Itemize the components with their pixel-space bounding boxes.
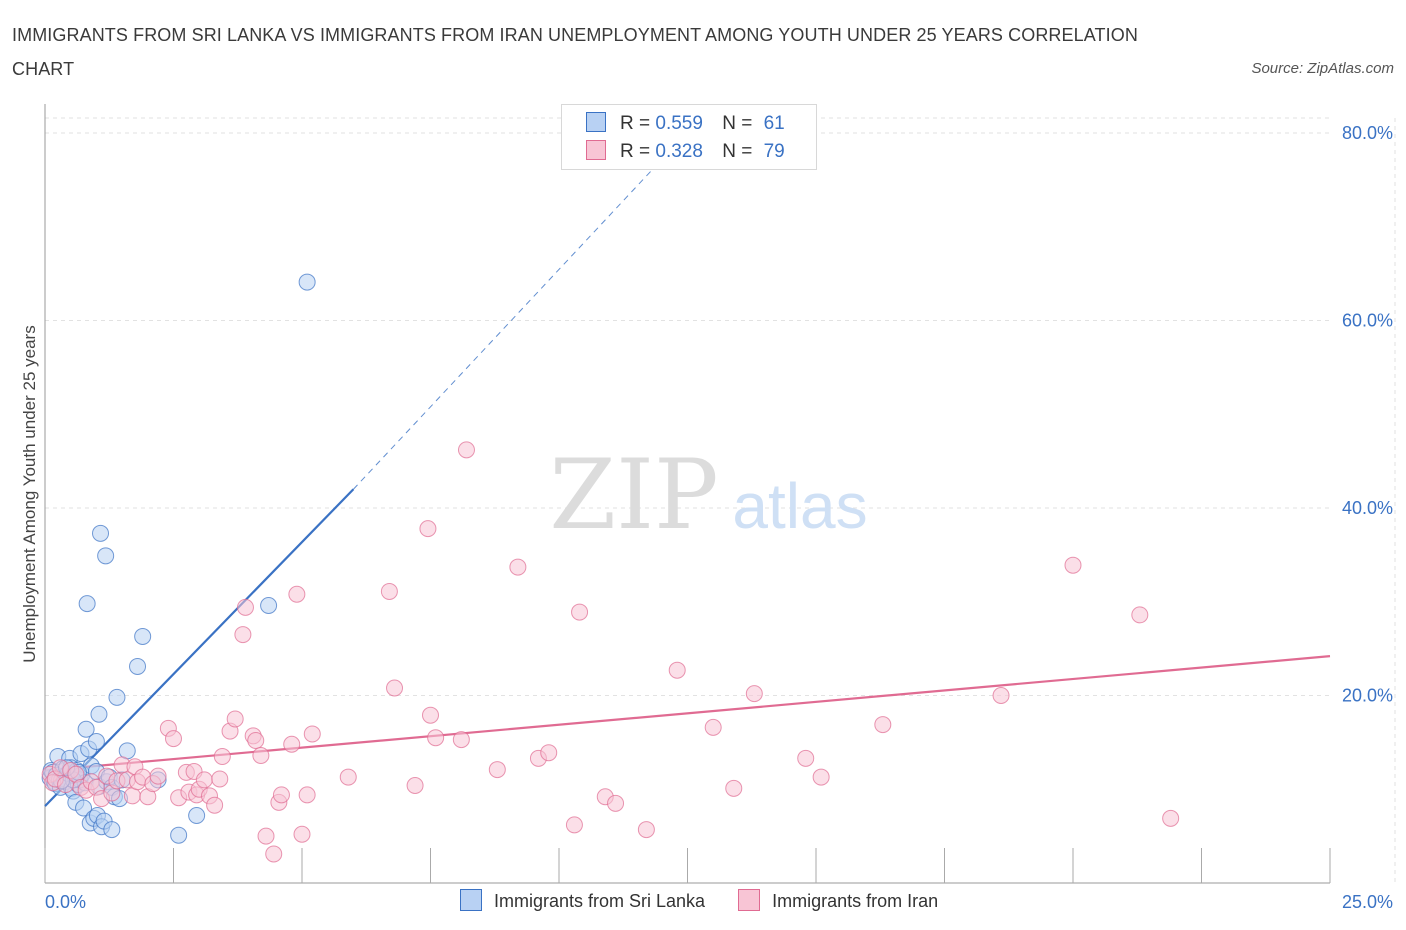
watermark: ZIP atlas	[549, 439, 867, 551]
data-point-iran	[812, 768, 830, 786]
data-point-iran	[704, 718, 722, 736]
data-point-iran	[211, 770, 229, 788]
data-point-iran	[488, 761, 506, 779]
data-point-iran	[298, 786, 316, 804]
data-point-iran	[1064, 556, 1082, 574]
legend-label-sri-lanka: Immigrants from Sri Lanka	[494, 891, 706, 911]
data-point-iran	[380, 582, 398, 600]
y-tick-label: 80.0%	[1342, 123, 1393, 143]
data-point-iran	[457, 441, 475, 459]
data-point-iran	[234, 626, 252, 644]
data-point-iran	[265, 845, 283, 863]
legend-swatch-sri-lanka	[586, 112, 606, 132]
data-point-iran	[725, 779, 743, 797]
legend-swatch-sri-lanka	[460, 889, 482, 911]
data-points	[41, 273, 1180, 863]
data-point-iran	[293, 825, 311, 843]
correlation-legend: R = 0.559 N = 61 R = 0.328 N = 79	[561, 104, 817, 170]
data-point-iran	[406, 777, 424, 794]
data-point-sri-lanka	[260, 597, 278, 614]
watermark-atlas: atlas	[732, 470, 867, 542]
data-point-sri-lanka	[78, 595, 96, 613]
data-point-sri-lanka	[108, 688, 126, 706]
data-point-iran	[236, 598, 254, 616]
data-point-iran	[149, 767, 167, 785]
data-point-iran	[303, 725, 321, 743]
tick-labels: 20.0% 40.0% 60.0% 80.0% 0.0% 25.0%	[45, 123, 1393, 912]
data-point-iran	[565, 816, 583, 834]
y-tick-label: 40.0%	[1342, 498, 1393, 518]
y-tick-label: 60.0%	[1342, 311, 1393, 331]
data-point-sri-lanka	[134, 627, 152, 645]
y-tick-label: 20.0%	[1342, 686, 1393, 706]
x-tick-label-max: 25.0%	[1342, 892, 1393, 912]
trend-extension-sri-lanka	[353, 170, 652, 490]
legend-item-iran[interactable]: Immigrants from Iran	[738, 889, 938, 912]
data-point-sri-lanka	[129, 657, 147, 675]
data-point-iran	[427, 729, 445, 747]
legend-r-value-iran: 0.328	[655, 141, 703, 162]
legend-r-label: R =	[620, 141, 651, 162]
data-point-iran	[1131, 606, 1149, 624]
data-point-iran	[668, 661, 686, 679]
legend-n-value-sri-lanka: 61	[763, 113, 785, 134]
legend-n-value-iran: 79	[763, 141, 785, 162]
data-point-iran	[257, 827, 275, 845]
legend-row-sri-lanka: R = 0.559 N = 61	[586, 110, 785, 138]
data-point-iran	[607, 794, 625, 812]
data-point-iran	[195, 771, 213, 789]
data-point-iran	[206, 796, 224, 814]
data-point-iran	[637, 821, 655, 839]
data-point-sri-lanka	[75, 799, 93, 817]
watermark-zip: ZIP	[549, 439, 718, 551]
data-point-iran	[419, 520, 437, 538]
legend-item-sri-lanka[interactable]: Immigrants from Sri Lanka	[460, 889, 705, 912]
data-point-sri-lanka	[87, 732, 105, 750]
data-point-iran	[452, 731, 470, 749]
data-point-iran	[1162, 809, 1180, 827]
source-label: Source: ZipAtlas.com	[1251, 60, 1394, 77]
legend-row-iran: R = 0.328 N = 79	[586, 138, 785, 166]
legend-n-label: N =	[722, 113, 753, 134]
data-point-sri-lanka	[170, 826, 188, 844]
data-point-iran	[540, 744, 558, 762]
data-point-iran	[283, 735, 301, 753]
data-point-iran	[386, 679, 404, 697]
data-point-iran	[272, 786, 290, 804]
data-point-sri-lanka	[298, 273, 316, 291]
data-point-sri-lanka	[97, 547, 115, 565]
data-point-iran	[213, 747, 231, 765]
data-point-iran	[571, 603, 589, 621]
axes	[44, 104, 1331, 884]
legend-r-label: R =	[620, 113, 651, 134]
data-point-iran	[252, 747, 270, 764]
data-point-iran	[165, 730, 182, 748]
legend-label-iran: Immigrants from Iran	[772, 891, 939, 911]
data-point-iran	[226, 710, 244, 728]
data-point-iran	[509, 558, 527, 576]
data-point-sri-lanka	[77, 720, 95, 738]
data-point-iran	[797, 749, 815, 767]
data-point-iran	[339, 768, 357, 786]
trend-line-sri-lanka	[44, 488, 355, 807]
data-point-sri-lanka	[103, 821, 121, 839]
legend-swatch-iran	[586, 140, 606, 160]
grid-lines	[45, 117, 1396, 883]
series-legend: Immigrants from Sri Lanka Immigrants fro…	[460, 889, 966, 912]
data-point-iran	[422, 706, 439, 724]
data-point-sri-lanka	[90, 705, 108, 723]
data-point-sri-lanka	[92, 524, 110, 542]
data-point-iran	[247, 732, 265, 749]
x-tick-label-min: 0.0%	[45, 892, 86, 912]
legend-n-label: N =	[722, 141, 753, 162]
data-point-sri-lanka	[188, 807, 206, 824]
data-point-iran	[745, 685, 763, 703]
data-point-iran	[992, 687, 1010, 704]
legend-r-value-sri-lanka: 0.559	[655, 113, 703, 134]
legend-swatch-iran	[738, 889, 761, 911]
data-point-iran	[874, 716, 892, 734]
chart-title: IMMIGRANTS FROM SRI LANKA VS IMMIGRANTS …	[12, 25, 1138, 79]
data-point-iran	[288, 585, 306, 603]
